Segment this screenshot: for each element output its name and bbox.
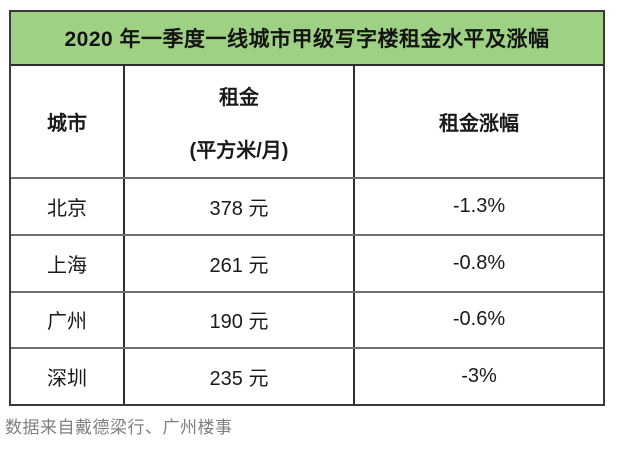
change-cell: -0.8%: [452, 251, 506, 274]
column-header-rent-line2: (平方米/月): [189, 139, 289, 162]
rent-cell: 261 元: [125, 235, 355, 291]
city-cell: 上海: [11, 235, 125, 291]
column-header-change: 租金涨幅: [439, 113, 519, 135]
table-header-row: 城市 租金 (平方米/月) 租金涨幅: [11, 66, 603, 177]
column-header-rent: 租金 (平方米/月): [125, 66, 355, 177]
city-cell: 北京: [11, 179, 125, 234]
city-cell: 广州: [11, 292, 125, 348]
rent-cell: 190 元: [125, 292, 355, 348]
city-cell: 深圳: [11, 349, 125, 404]
rent-cell: 378 元: [125, 179, 355, 234]
column-header-rent-line1: 租金: [219, 86, 259, 109]
table-row-guangzhou: 广州 190 元 -0.6%: [11, 290, 603, 348]
table-row-beijing: 北京 378 元 -1.3%: [11, 177, 603, 234]
change-cell: -0.6%: [452, 308, 506, 331]
change-cell: -3%: [461, 365, 497, 388]
data-source-note: 数据来自戴德梁行、广州楼事: [5, 418, 233, 437]
rent-cell: 235 元: [125, 349, 355, 404]
rent-table: 2020 年一季度一线城市甲级写字楼租金水平及涨幅 城市 租金 (平方米/月) …: [9, 10, 605, 406]
change-cell: -1.3%: [452, 194, 506, 217]
table-row-shanghai: 上海 261 元 -0.8%: [11, 233, 603, 291]
table-title: 2020 年一季度一线城市甲级写字楼租金水平及涨幅: [11, 12, 603, 66]
column-header-city: 城市: [11, 66, 125, 177]
table-row-shenzhen: 深圳 235 元 -3%: [11, 347, 603, 404]
